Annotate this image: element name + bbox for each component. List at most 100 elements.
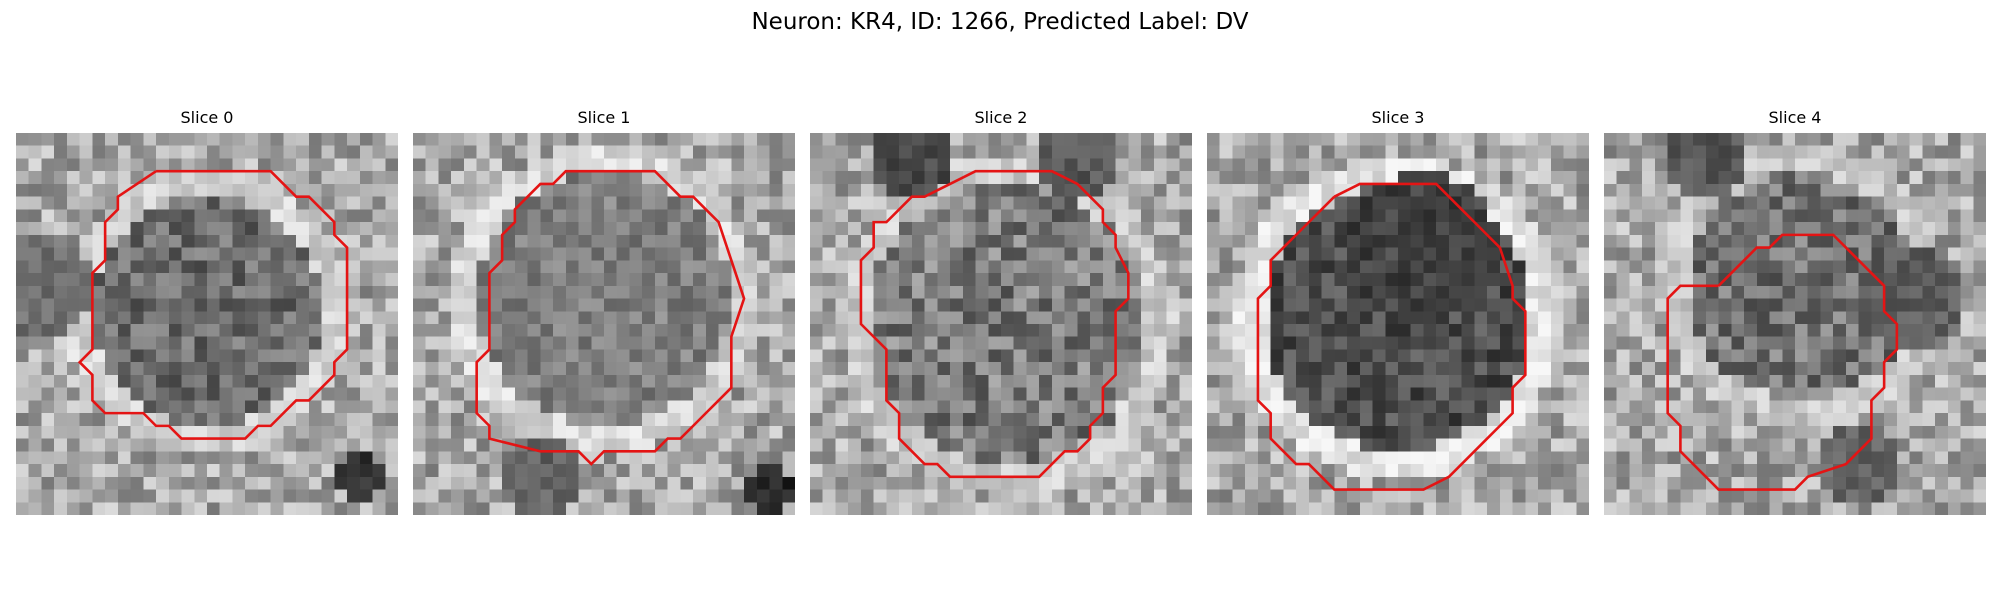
image-pixel — [1884, 489, 1898, 503]
image-pixel — [502, 158, 516, 172]
image-pixel — [604, 311, 617, 325]
image-pixel — [1922, 451, 1936, 465]
image-pixel — [591, 247, 605, 261]
image-pixel — [1642, 425, 1656, 439]
image-pixel — [168, 464, 182, 478]
image-pixel — [413, 247, 426, 261]
image-pixel — [1909, 196, 1923, 210]
image-pixel — [1410, 234, 1424, 248]
image-pixel — [782, 400, 795, 414]
image-pixel — [41, 374, 55, 388]
image-pixel — [1270, 349, 1284, 363]
image-pixel — [1693, 387, 1707, 401]
image-pixel — [705, 476, 719, 490]
image-pixel — [451, 183, 465, 197]
image-pixel — [1359, 362, 1373, 376]
image-pixel — [1141, 489, 1155, 503]
image-pixel — [1604, 374, 1617, 388]
image-pixel — [1026, 196, 1040, 210]
image-pixel — [1833, 311, 1847, 325]
image-pixel — [769, 476, 783, 490]
image-pixel — [1207, 285, 1220, 299]
image-pixel — [950, 387, 964, 401]
image-pixel — [1013, 387, 1027, 401]
image-pixel — [1283, 489, 1297, 503]
image-pixel — [1731, 464, 1745, 478]
image-pixel — [489, 502, 503, 515]
image-pixel — [886, 145, 900, 159]
image-pixel — [769, 234, 783, 248]
image-pixel — [334, 502, 348, 515]
image-pixel — [66, 247, 80, 261]
image-pixel — [1756, 133, 1770, 146]
image-pixel — [1744, 285, 1758, 299]
image-pixel — [232, 133, 246, 146]
image-pixel — [1219, 234, 1233, 248]
image-pixel — [1820, 438, 1834, 452]
image-pixel — [1525, 387, 1539, 401]
image-pixel — [950, 183, 964, 197]
image-pixel — [1680, 425, 1694, 439]
image-pixel — [527, 476, 541, 490]
image-pixel — [283, 362, 297, 376]
image-pixel — [347, 502, 361, 515]
image-pixel — [848, 171, 862, 185]
image-pixel — [1245, 311, 1259, 325]
image-pixel — [1398, 476, 1411, 490]
image-pixel — [1693, 298, 1707, 312]
image-pixel — [92, 145, 106, 159]
image-pixel — [245, 183, 259, 197]
image-pixel — [680, 260, 694, 274]
image-pixel — [1232, 464, 1246, 478]
image-pixel — [156, 285, 170, 299]
image-pixel — [860, 413, 874, 427]
image-pixel — [1219, 247, 1233, 261]
image-pixel — [130, 196, 144, 210]
image-pixel — [1499, 502, 1513, 515]
image-pixel — [451, 298, 465, 312]
image-pixel — [1858, 145, 1872, 159]
image-pixel — [540, 273, 554, 287]
image-pixel — [207, 260, 220, 274]
image-pixel — [92, 489, 106, 503]
image-pixel — [899, 336, 913, 350]
image-pixel — [1423, 387, 1437, 401]
image-pixel — [41, 311, 55, 325]
image-pixel — [899, 222, 913, 236]
image-pixel — [245, 387, 259, 401]
image-pixel — [1947, 387, 1961, 401]
image-pixel — [899, 209, 913, 223]
image-pixel — [718, 413, 732, 427]
image-pixel — [1128, 158, 1142, 172]
image-pixel — [283, 374, 297, 388]
image-pixel — [1423, 298, 1437, 312]
image-pixel — [1744, 438, 1758, 452]
image-pixel — [1347, 425, 1361, 439]
image-pixel — [769, 285, 783, 299]
image-pixel — [1550, 476, 1564, 490]
image-pixel — [1576, 298, 1589, 312]
image-pixel — [28, 234, 42, 248]
image-pixel — [1039, 324, 1053, 337]
image-pixel — [1693, 438, 1707, 452]
image-pixel — [1782, 362, 1796, 376]
image-pixel — [296, 234, 310, 248]
image-pixel — [810, 158, 823, 172]
image-pixel — [1321, 349, 1335, 363]
image-pixel — [385, 311, 398, 325]
image-pixel — [642, 209, 656, 223]
image-pixel — [347, 324, 361, 337]
image-pixel — [1372, 489, 1386, 503]
image-pixel — [16, 311, 29, 325]
image-pixel — [822, 196, 836, 210]
image-pixel — [782, 145, 795, 159]
image-pixel — [232, 222, 246, 236]
image-pixel — [514, 183, 528, 197]
image-pixel — [143, 260, 157, 274]
image-pixel — [1423, 145, 1437, 159]
image-pixel — [1372, 273, 1386, 287]
image-pixel — [962, 285, 976, 299]
image-pixel — [937, 222, 951, 236]
image-pixel — [591, 489, 605, 503]
image-pixel — [334, 273, 348, 287]
